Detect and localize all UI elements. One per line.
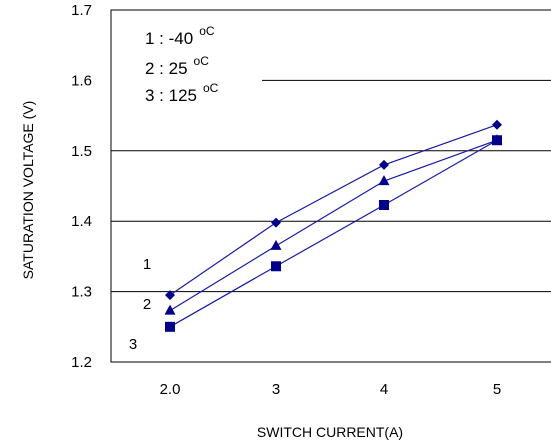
series-3-line	[170, 140, 497, 327]
x-axis-title: SWITCH CURRENT(A)	[257, 424, 403, 440]
data-point	[271, 218, 281, 228]
legend-entry-unit: oC	[199, 24, 215, 38]
x-tick-label: 4	[380, 381, 388, 398]
legend-entry: 2 : 25 oC	[145, 54, 209, 78]
series-2	[165, 134, 503, 314]
x-axis-ticks: 2.0 3 4 5	[160, 381, 502, 398]
legend-entry-text: 3 : 125	[145, 86, 197, 105]
data-point	[271, 261, 281, 271]
series-3	[165, 135, 502, 332]
series-label-2: 2	[143, 296, 151, 313]
data-point	[165, 322, 175, 332]
series-1	[165, 120, 502, 300]
y-tick-label: 1.5	[71, 143, 92, 160]
data-point	[271, 240, 282, 250]
series-label-1: 1	[143, 256, 151, 273]
data-point	[379, 200, 389, 210]
data-series	[165, 120, 503, 332]
x-tick-label: 3	[272, 381, 280, 398]
x-tick-label: 5	[493, 381, 501, 398]
legend-entry: 3 : 125 oC	[145, 81, 219, 105]
legend-entry-text: 1 : -40	[145, 29, 193, 48]
data-point	[492, 135, 502, 145]
y-tick-label: 1.7	[71, 2, 92, 19]
y-axis-ticks: 1.2 1.3 1.4 1.5 1.6 1.7	[71, 2, 92, 371]
legend-entry-unit: oC	[194, 54, 210, 68]
series-labels: 1 2 3	[129, 256, 151, 353]
series-label-3: 3	[129, 336, 137, 353]
x-tick-label: 2.0	[160, 381, 181, 398]
legend-entry-unit: oC	[203, 81, 219, 95]
legend-entry-text: 2 : 25	[145, 59, 188, 78]
grid-lines	[111, 80, 551, 291]
data-point	[165, 305, 176, 315]
y-tick-label: 1.4	[71, 213, 92, 230]
series-2-line	[170, 140, 497, 310]
y-tick-label: 1.6	[71, 72, 92, 89]
legend-entry: 1 : -40 oC	[145, 24, 215, 48]
y-axis-title: SATURATION VOLTAGE (V)	[20, 101, 36, 280]
data-point	[379, 160, 389, 170]
data-point	[492, 120, 502, 130]
y-tick-label: 1.2	[71, 354, 92, 371]
y-tick-label: 1.3	[71, 284, 92, 301]
legend: 1 : -40 oC2 : 25 oC3 : 125 oC	[145, 24, 219, 105]
